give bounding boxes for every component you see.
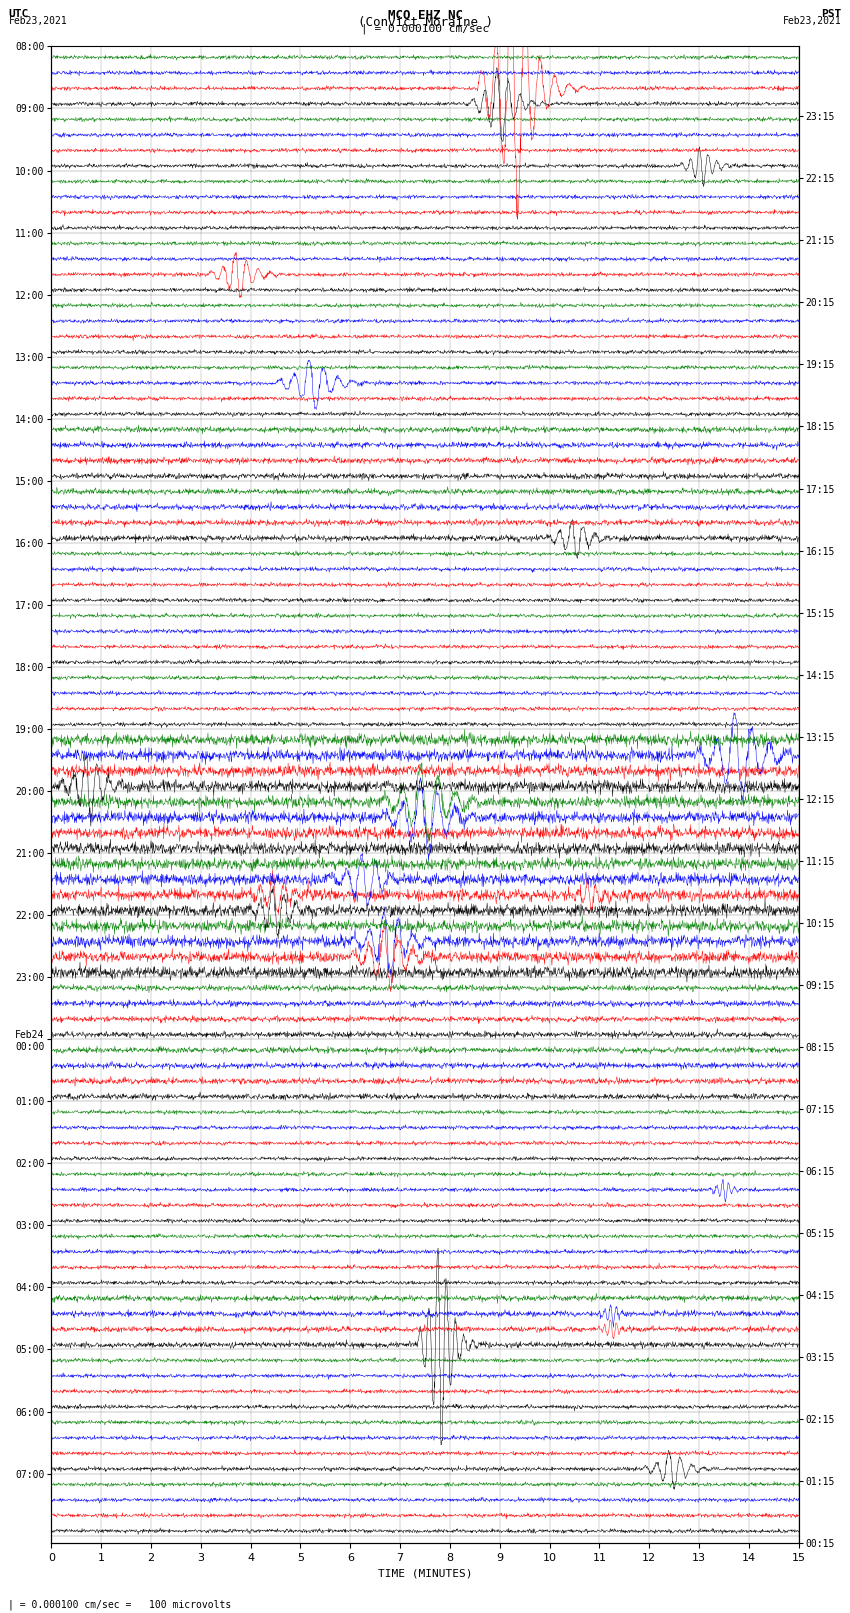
Text: | = 0.000100 cm/sec =   100 microvolts: | = 0.000100 cm/sec = 100 microvolts [8, 1598, 232, 1610]
Text: (Convict Moraine ): (Convict Moraine ) [358, 16, 492, 29]
X-axis label: TIME (MINUTES): TIME (MINUTES) [377, 1569, 473, 1579]
Text: Feb23,2021: Feb23,2021 [8, 16, 67, 26]
Text: MCO EHZ NC: MCO EHZ NC [388, 10, 462, 23]
Text: UTC: UTC [8, 10, 29, 19]
Text: PST: PST [821, 10, 842, 19]
Text: Feb23,2021: Feb23,2021 [783, 16, 842, 26]
Text: | = 0.000100 cm/sec: | = 0.000100 cm/sec [361, 24, 489, 34]
